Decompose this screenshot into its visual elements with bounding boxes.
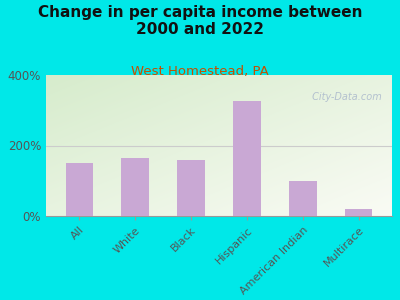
Text: City-Data.com: City-Data.com — [309, 92, 382, 102]
Text: Change in per capita income between
2000 and 2022: Change in per capita income between 2000… — [38, 4, 362, 38]
Bar — [121, 158, 149, 216]
Bar — [344, 209, 372, 216]
Bar — [233, 101, 261, 216]
Bar — [66, 163, 94, 216]
Bar — [289, 181, 317, 216]
Bar — [177, 160, 205, 216]
Text: West Homestead, PA: West Homestead, PA — [131, 64, 269, 77]
